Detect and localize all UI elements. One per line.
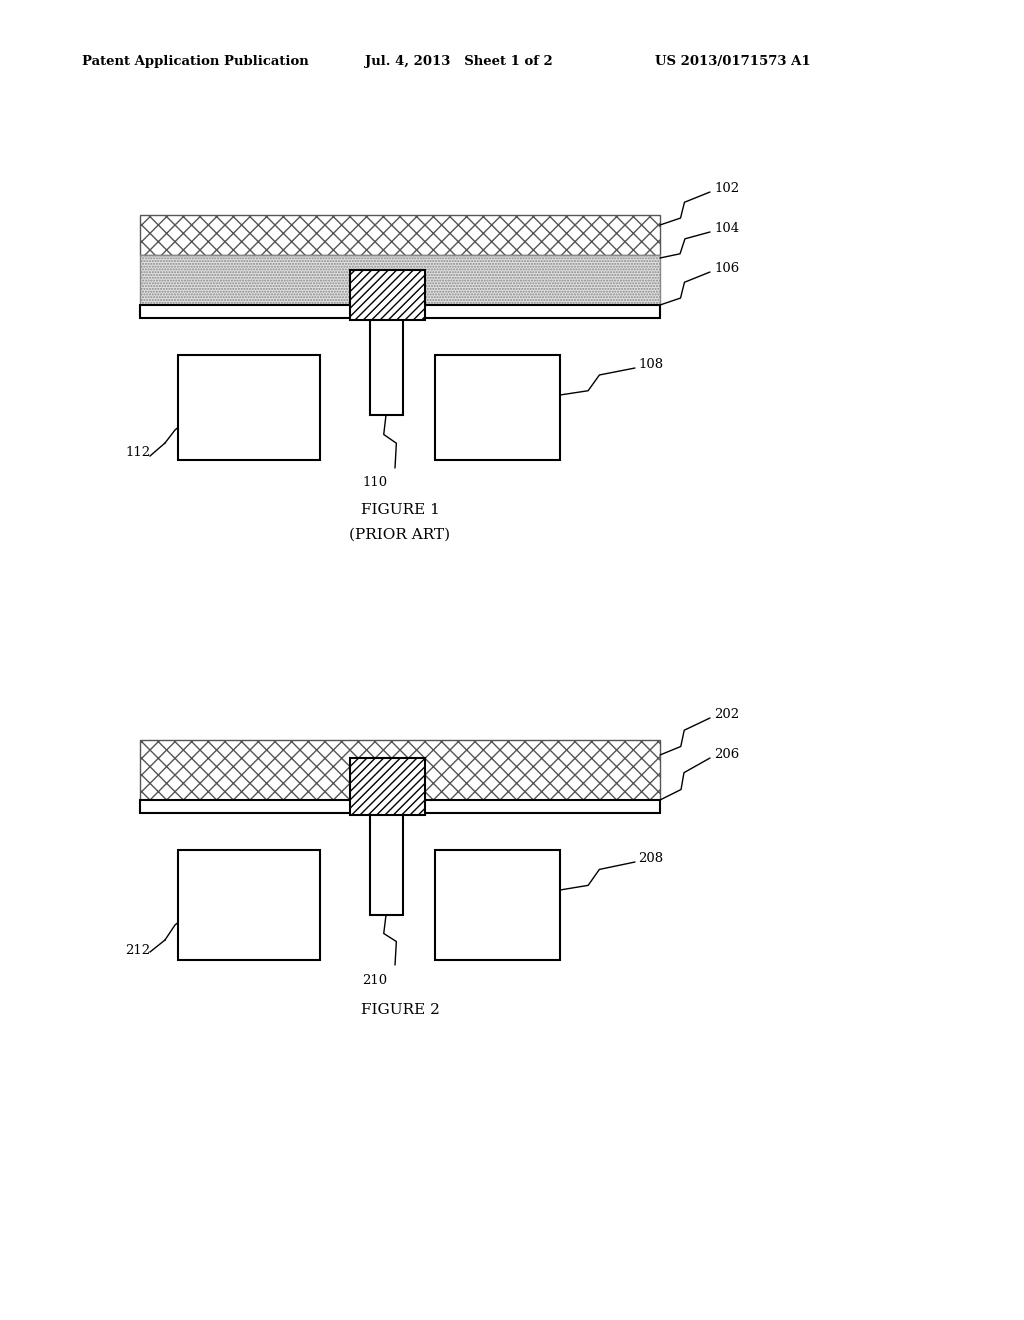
Text: 110: 110 <box>362 477 387 490</box>
Bar <box>370 318 403 414</box>
Bar <box>435 355 560 459</box>
Text: US 2013/0171573 A1: US 2013/0171573 A1 <box>655 55 811 69</box>
Text: 210: 210 <box>362 974 387 986</box>
Bar <box>350 758 425 814</box>
Bar <box>140 741 660 800</box>
Text: 212: 212 <box>125 944 151 957</box>
Text: 104: 104 <box>714 223 739 235</box>
Text: 202: 202 <box>714 709 739 722</box>
Bar <box>178 850 319 960</box>
Bar <box>178 355 319 459</box>
Text: Patent Application Publication: Patent Application Publication <box>82 55 309 69</box>
Bar <box>140 800 660 813</box>
Text: FIGURE 2: FIGURE 2 <box>360 1003 439 1016</box>
Text: FIGURE 1: FIGURE 1 <box>360 503 439 517</box>
Text: (PRIOR ART): (PRIOR ART) <box>349 528 451 543</box>
Text: Jul. 4, 2013   Sheet 1 of 2: Jul. 4, 2013 Sheet 1 of 2 <box>365 55 553 69</box>
Bar <box>435 850 560 960</box>
Bar <box>140 305 660 318</box>
Text: 208: 208 <box>638 853 664 866</box>
Text: 106: 106 <box>714 263 739 276</box>
Text: 102: 102 <box>714 182 739 195</box>
Text: 108: 108 <box>638 359 664 371</box>
Bar <box>140 215 660 255</box>
Bar <box>350 271 425 319</box>
Text: 112: 112 <box>125 446 151 459</box>
Bar <box>140 255 660 305</box>
Text: 206: 206 <box>714 748 739 762</box>
Bar <box>370 813 403 915</box>
